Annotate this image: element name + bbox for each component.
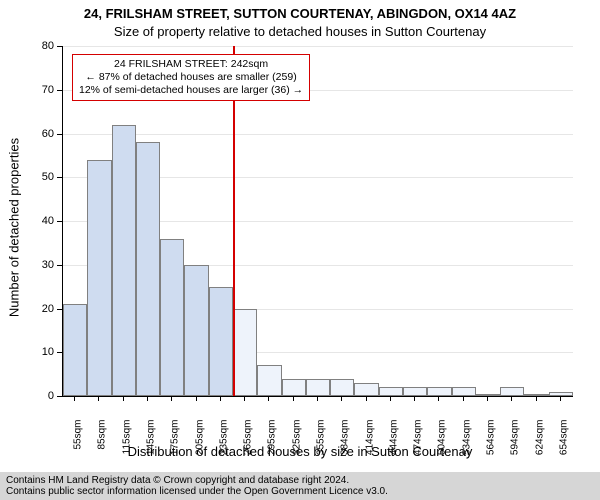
xtick-mark (511, 396, 512, 401)
xtick-mark (147, 396, 148, 401)
ytick-label: 20 (0, 303, 54, 315)
ytick-label: 30 (0, 259, 54, 271)
xtick-mark (220, 396, 221, 401)
bar (160, 239, 184, 397)
chart-container: { "chart": { "type": "histogram", "title… (0, 0, 600, 500)
ytick-label: 40 (0, 215, 54, 227)
bar (427, 387, 451, 396)
bar (549, 392, 573, 396)
annotation-line1: 24 FRILSHAM STREET: 242sqm (79, 58, 303, 71)
xtick-mark (366, 396, 367, 401)
xtick-mark (317, 396, 318, 401)
reference-annotation: 24 FRILSHAM STREET: 242sqm ← 87% of deta… (72, 54, 310, 101)
ytick-label: 0 (0, 390, 54, 402)
chart-title-address: 24, FRILSHAM STREET, SUTTON COURTENAY, A… (0, 6, 600, 21)
ytick-mark (57, 46, 62, 47)
ytick-mark (57, 90, 62, 91)
xtick-mark (123, 396, 124, 401)
bar (282, 379, 306, 397)
bar (112, 125, 136, 396)
xtick-mark (293, 396, 294, 401)
footer-line2: Contains public sector information licen… (6, 486, 594, 497)
y-axis-label: Number of detached properties (7, 138, 22, 317)
x-axis-label: Distribution of detached houses by size … (0, 444, 600, 459)
xtick-mark (560, 396, 561, 401)
ytick-label: 50 (0, 171, 54, 183)
bar (87, 160, 111, 396)
ytick-mark (57, 265, 62, 266)
annotation-line3: 12% of semi-detached houses are larger (… (79, 84, 303, 97)
xtick-mark (536, 396, 537, 401)
bar (257, 365, 281, 396)
footer-line1: Contains HM Land Registry data © Crown c… (6, 475, 594, 486)
xtick-mark (74, 396, 75, 401)
bar (452, 387, 476, 396)
xtick-mark (487, 396, 488, 401)
ytick-mark (57, 221, 62, 222)
gridline (63, 134, 573, 135)
bar (209, 287, 233, 396)
ytick-mark (57, 309, 62, 310)
bar (306, 379, 330, 397)
chart-title-subtitle: Size of property relative to detached ho… (0, 24, 600, 39)
xtick-mark (341, 396, 342, 401)
annotation-line2: ← 87% of detached houses are smaller (25… (79, 71, 303, 84)
xtick-mark (196, 396, 197, 401)
bar (136, 142, 160, 396)
ytick-label: 10 (0, 346, 54, 358)
ytick-mark (57, 396, 62, 397)
xtick-mark (268, 396, 269, 401)
bar (354, 383, 378, 396)
gridline (63, 46, 573, 47)
bar (233, 309, 257, 397)
bar (379, 387, 403, 396)
ytick-mark (57, 177, 62, 178)
xtick-mark (438, 396, 439, 401)
bar (500, 387, 524, 396)
ytick-mark (57, 134, 62, 135)
xtick-mark (171, 396, 172, 401)
bar (63, 304, 87, 396)
footer: Contains HM Land Registry data © Crown c… (0, 472, 600, 500)
xtick-mark (390, 396, 391, 401)
bar (330, 379, 354, 397)
bar (184, 265, 208, 396)
xtick-mark (244, 396, 245, 401)
xtick-mark (414, 396, 415, 401)
ytick-label: 70 (0, 84, 54, 96)
ytick-mark (57, 352, 62, 353)
xtick-mark (98, 396, 99, 401)
ytick-label: 80 (0, 40, 54, 52)
ytick-label: 60 (0, 128, 54, 140)
bar (403, 387, 427, 396)
xtick-mark (463, 396, 464, 401)
bar (524, 394, 548, 396)
